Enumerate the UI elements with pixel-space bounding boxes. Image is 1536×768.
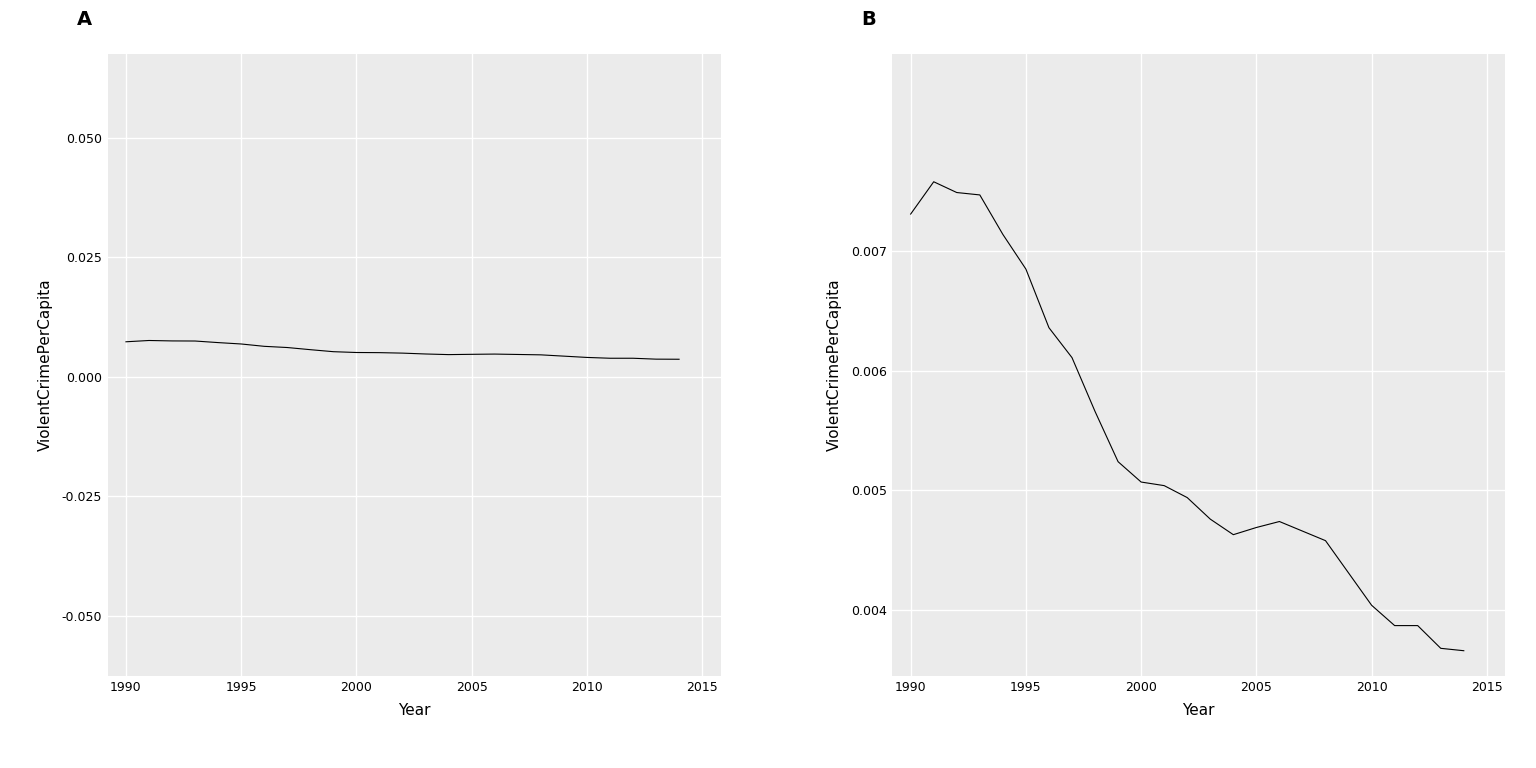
Y-axis label: ViolentCrimePerCapita: ViolentCrimePerCapita bbox=[38, 279, 54, 451]
Y-axis label: ViolentCrimePerCapita: ViolentCrimePerCapita bbox=[828, 279, 842, 451]
Text: A: A bbox=[77, 10, 92, 29]
X-axis label: Year: Year bbox=[1183, 703, 1215, 718]
Text: B: B bbox=[862, 10, 877, 29]
X-axis label: Year: Year bbox=[398, 703, 430, 718]
